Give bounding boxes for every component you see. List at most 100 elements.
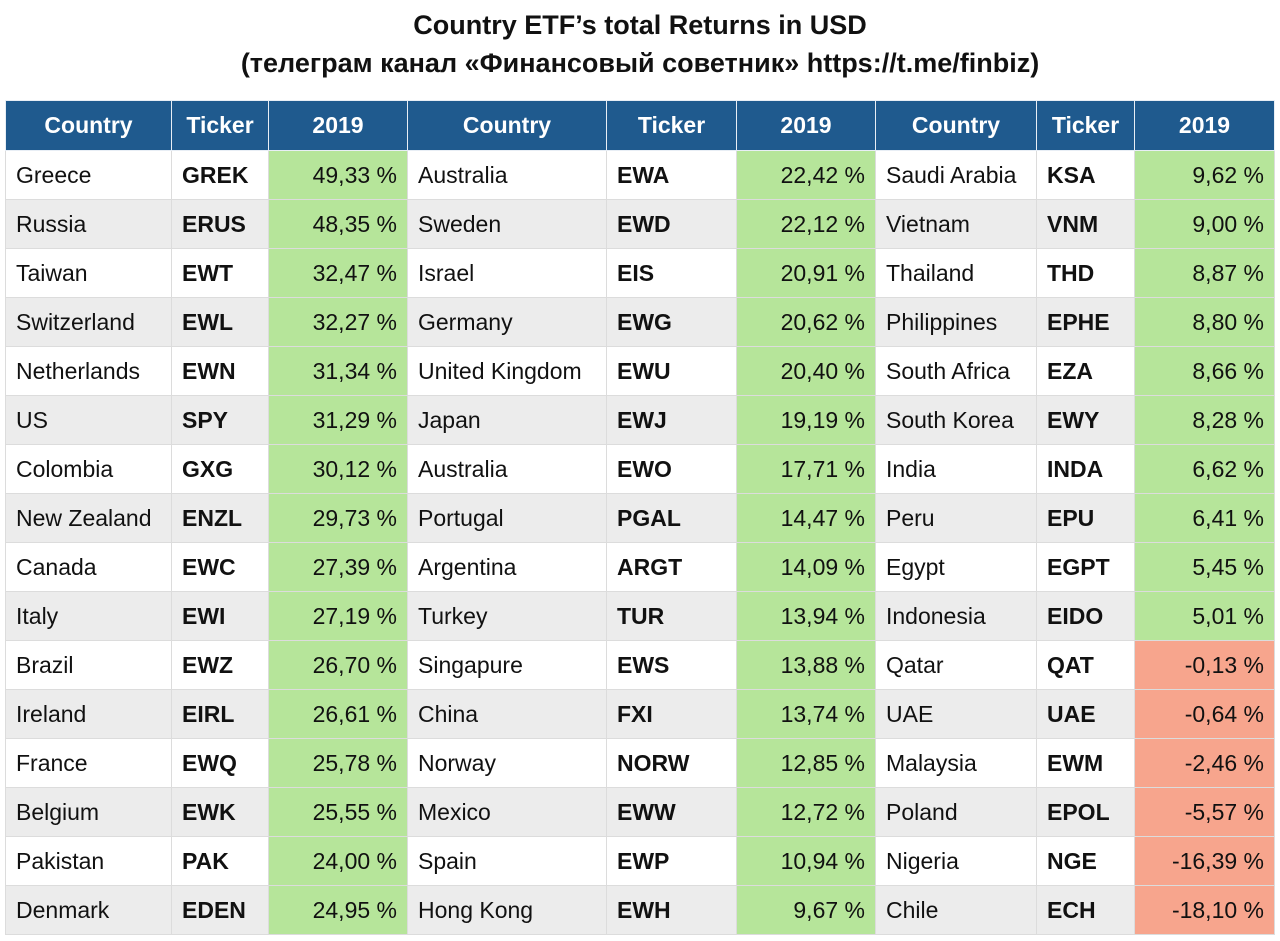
table-row: Ireland EIRL 26,61 % China FXI 13,74 % UAE UAE -… — [5, 689, 1275, 739]
title-line-2: (телеграм канал «Финансовый советник» ht… — [240, 48, 1040, 78]
return-cell: 9,67 % — [736, 885, 876, 935]
header-ticker-1: Ticker — [171, 100, 269, 151]
table-row: Greece GREK 49,33 % Australia EWA 22,42 % Saud… — [5, 150, 1275, 200]
return-cell: 13,74 % — [736, 689, 876, 739]
country-cell: Israel — [407, 248, 607, 298]
country-cell: Italy — [5, 591, 172, 641]
ticker-cell: PAK — [171, 836, 269, 886]
return-cell: 49,33 % — [268, 150, 408, 200]
country-cell: United Kingdom — [407, 346, 607, 396]
country-cell: Sweden — [407, 199, 607, 249]
return-cell: 24,00 % — [268, 836, 408, 886]
country-cell: Chile — [875, 885, 1037, 935]
ticker-cell: EDEN — [171, 885, 269, 935]
country-cell: Denmark — [5, 885, 172, 935]
ticker-cell: INDA — [1036, 444, 1135, 494]
ticker-cell: EWM — [1036, 738, 1135, 788]
country-cell: China — [407, 689, 607, 739]
ticker-cell: QAT — [1036, 640, 1135, 690]
country-cell: Saudi Arabia — [875, 150, 1037, 200]
return-cell: 12,85 % — [736, 738, 876, 788]
ticker-cell: NGE — [1036, 836, 1135, 886]
return-cell: 25,55 % — [268, 787, 408, 837]
return-cell: -18,10 % — [1134, 885, 1275, 935]
return-cell: 10,94 % — [736, 836, 876, 886]
country-cell: Colombia — [5, 444, 172, 494]
ticker-cell: ECH — [1036, 885, 1135, 935]
country-cell: France — [5, 738, 172, 788]
ticker-cell: EZA — [1036, 346, 1135, 396]
return-cell: 9,00 % — [1134, 199, 1275, 249]
country-cell: Ireland — [5, 689, 172, 739]
ticker-cell: EWG — [606, 297, 737, 347]
country-cell: Canada — [5, 542, 172, 592]
return-cell: 20,91 % — [736, 248, 876, 298]
ticker-cell: THD — [1036, 248, 1135, 298]
header-country-2: Country — [407, 100, 607, 151]
return-cell: 29,73 % — [268, 493, 408, 543]
country-cell: Australia — [407, 150, 607, 200]
ticker-cell: EWQ — [171, 738, 269, 788]
return-cell: 22,12 % — [736, 199, 876, 249]
country-cell: US — [5, 395, 172, 445]
return-cell: 5,45 % — [1134, 542, 1275, 592]
return-cell: 17,71 % — [736, 444, 876, 494]
ticker-cell: EWH — [606, 885, 737, 935]
table-row: Switzerland EWL 32,27 % Germany EWG 20,62 % Ph… — [5, 297, 1275, 347]
return-cell: 8,87 % — [1134, 248, 1275, 298]
return-cell: 27,39 % — [268, 542, 408, 592]
country-cell: Egypt — [875, 542, 1037, 592]
country-cell: Qatar — [875, 640, 1037, 690]
ticker-cell: EWY — [1036, 395, 1135, 445]
return-cell: 19,19 % — [736, 395, 876, 445]
country-cell: New Zealand — [5, 493, 172, 543]
return-cell: 9,62 % — [1134, 150, 1275, 200]
return-cell: 13,94 % — [736, 591, 876, 641]
ticker-cell: EWN — [171, 346, 269, 396]
country-cell: Greece — [5, 150, 172, 200]
country-cell: Vietnam — [875, 199, 1037, 249]
country-cell: Turkey — [407, 591, 607, 641]
ticker-cell: EWC — [171, 542, 269, 592]
return-cell: 6,41 % — [1134, 493, 1275, 543]
page-title: Country ETF’s total Returns in USD (теле… — [0, 0, 1280, 86]
table-row: Taiwan EWT 32,47 % Israel EIS 20,91 % Thailand… — [5, 248, 1275, 298]
return-cell: 8,80 % — [1134, 297, 1275, 347]
ticker-cell: SPY — [171, 395, 269, 445]
ticker-cell: EWT — [171, 248, 269, 298]
return-cell: 8,28 % — [1134, 395, 1275, 445]
country-cell: Spain — [407, 836, 607, 886]
return-cell: 14,09 % — [736, 542, 876, 592]
return-cell: 6,62 % — [1134, 444, 1275, 494]
country-cell: Switzerland — [5, 297, 172, 347]
return-cell: 32,27 % — [268, 297, 408, 347]
country-cell: Japan — [407, 395, 607, 445]
ticker-cell: NORW — [606, 738, 737, 788]
ticker-cell: PGAL — [606, 493, 737, 543]
return-cell: 22,42 % — [736, 150, 876, 200]
ticker-cell: EPHE — [1036, 297, 1135, 347]
return-cell: 8,66 % — [1134, 346, 1275, 396]
ticker-cell: TUR — [606, 591, 737, 641]
ticker-cell: ENZL — [171, 493, 269, 543]
return-cell: -16,39 % — [1134, 836, 1275, 886]
country-cell: Norway — [407, 738, 607, 788]
return-cell: 32,47 % — [268, 248, 408, 298]
ticker-cell: EWW — [606, 787, 737, 837]
return-cell: -5,57 % — [1134, 787, 1275, 837]
return-cell: 12,72 % — [736, 787, 876, 837]
ticker-cell: EIDO — [1036, 591, 1135, 641]
ticker-cell: EWI — [171, 591, 269, 641]
country-cell: UAE — [875, 689, 1037, 739]
country-cell: Germany — [407, 297, 607, 347]
country-cell: Portugal — [407, 493, 607, 543]
country-cell: Indonesia — [875, 591, 1037, 641]
ticker-cell: EWS — [606, 640, 737, 690]
ticker-cell: UAE — [1036, 689, 1135, 739]
table-row: Canada EWC 27,39 % Argentina ARGT 14,09 % Egyp… — [5, 542, 1275, 592]
return-cell: 24,95 % — [268, 885, 408, 935]
country-cell: Singapure — [407, 640, 607, 690]
ticker-cell: GXG — [171, 444, 269, 494]
country-cell: Hong Kong — [407, 885, 607, 935]
table-row: Colombia GXG 30,12 % Australia EWO 17,71 % Ind… — [5, 444, 1275, 494]
